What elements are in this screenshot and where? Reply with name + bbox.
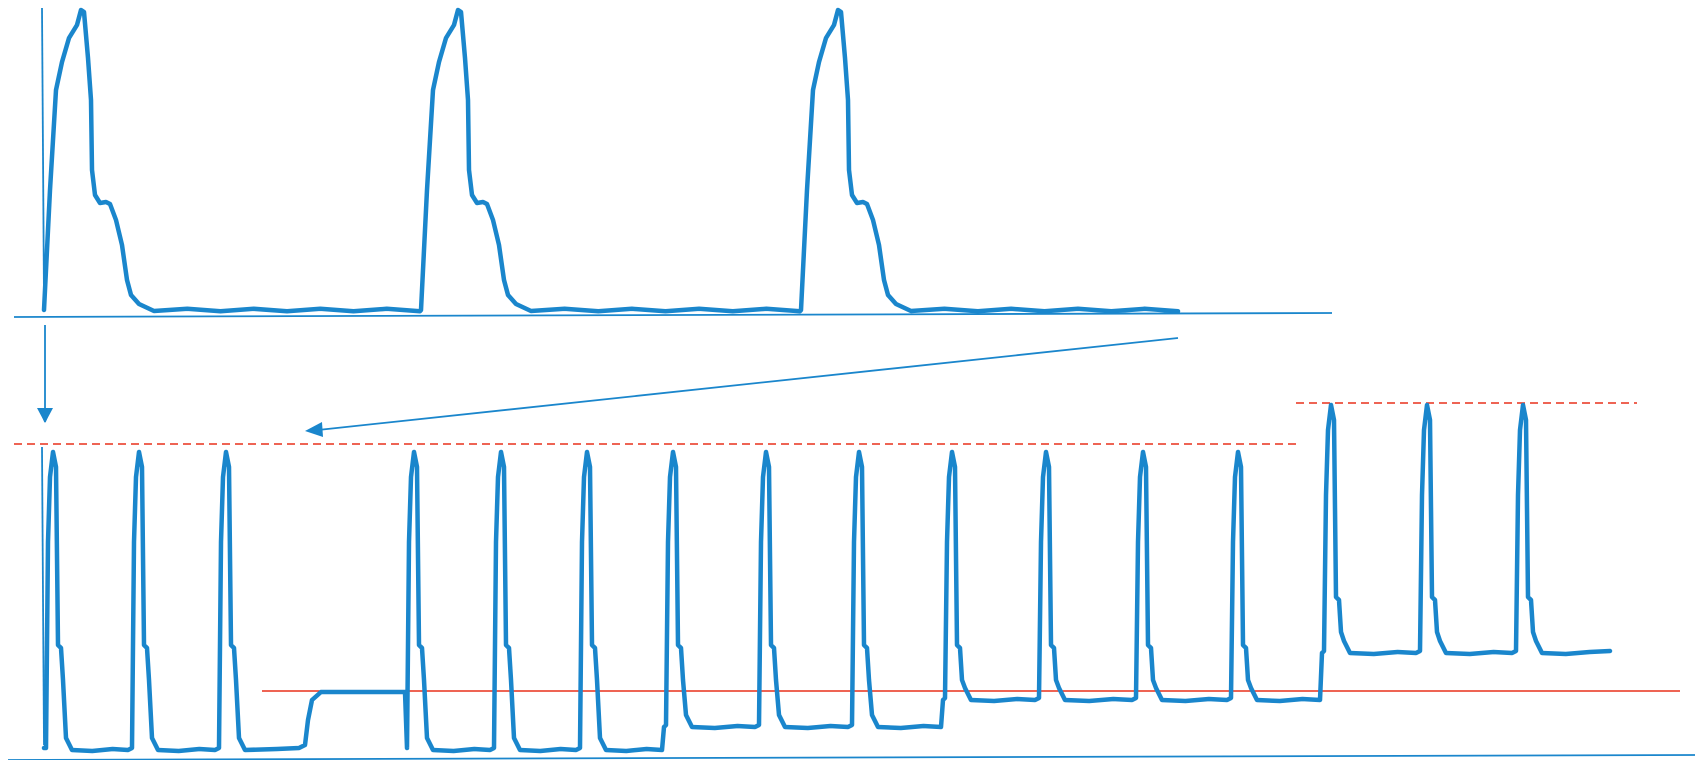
bottom-x-axis (7, 754, 1696, 760)
diagonal-arrow-head (305, 422, 323, 437)
top-x-axis (13, 312, 1333, 318)
top-action-potential-trace (41, 7, 1181, 314)
bottom-spike-train-trace (41, 402, 1613, 754)
diagonal-arrow (317, 337, 1179, 431)
top-y-axis (41, 7, 45, 301)
bottom-y-axis (41, 446, 45, 746)
down-arrow-head (37, 408, 53, 423)
